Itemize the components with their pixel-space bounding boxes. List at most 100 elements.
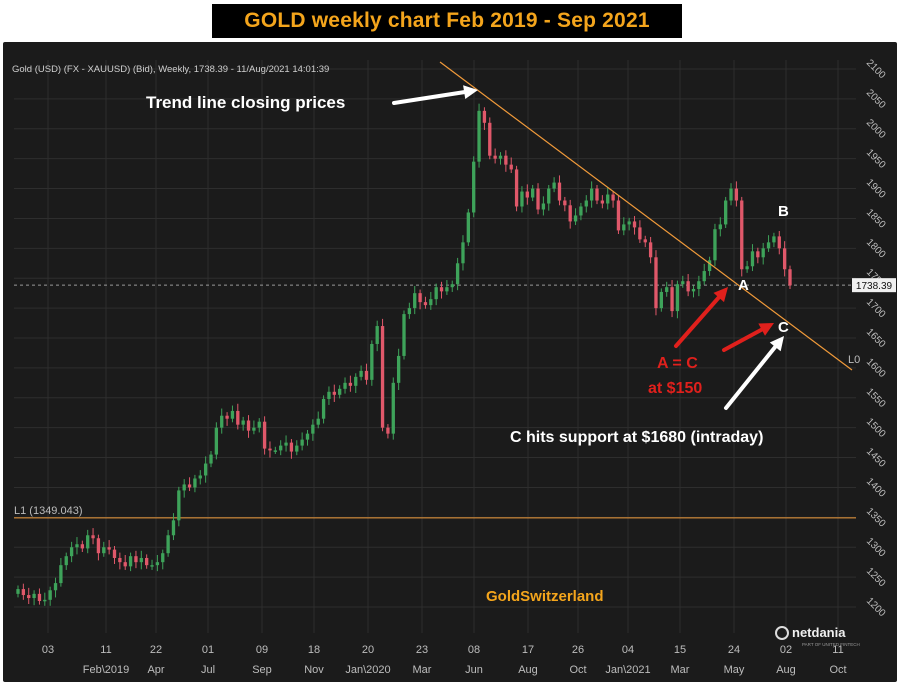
candle-body [579,206,583,216]
y-tick-label: 1950 [864,147,888,171]
candle-body [632,221,637,228]
candle-body [563,200,567,206]
y-tick-label: 1550 [864,386,888,410]
candle-body [118,557,122,563]
x-tick-month: Jan\2021 [605,664,650,676]
candle-body [595,188,599,201]
candle-body [327,391,331,399]
x-tick-month: Aug [518,664,538,676]
x-tick-day: 02 [780,644,792,656]
candle-body [681,281,685,285]
candle-body [536,188,540,210]
brand-tagline: PART OF UNITED FINTECH [802,642,860,647]
y-tick-label: 1300 [864,536,888,560]
support-line-label: L1 (1349.043) [14,505,83,517]
x-tick-month: Sep [252,664,272,676]
candle-body [638,227,642,240]
candle-body [600,200,605,204]
candle-body [354,376,358,386]
y-tick-label: 1250 [864,566,888,590]
candle-body [21,589,26,596]
candle-body [648,242,653,258]
candle-body [43,599,47,602]
trend-line-label: L0 [848,354,860,366]
candle-body [665,287,669,292]
candle-body [16,589,20,594]
x-tick-month: Jan\2020 [345,664,390,676]
x-tick-month: Oct [829,664,846,676]
y-tick-label: 1350 [864,506,888,530]
candle-body [155,562,160,566]
y-tick-label: 1200 [864,596,888,620]
candle-body [482,110,487,123]
candle-body [557,182,562,201]
candle-body [145,557,149,566]
candle-body [697,281,701,289]
candle-body [777,236,781,249]
trend-note-arrow-head [463,85,478,100]
candle-body [514,169,519,207]
candle-body [461,242,465,264]
candle-body [134,556,138,563]
candle-body [279,445,283,451]
y-tick-label: 2000 [864,117,888,141]
candle-body [359,370,363,377]
candle-body [348,382,353,386]
x-tick-day: 11 [832,644,843,656]
candle-body [573,215,578,222]
x-tick-month: Mar [413,664,432,676]
x-tick-day: 18 [308,644,320,656]
candle-body [69,547,74,557]
candle-body [750,251,755,267]
candle-body [37,593,42,602]
candle-body [434,287,438,300]
watermark: GoldSwitzerland [486,588,604,605]
candle-body [498,155,503,159]
candle-body [386,427,390,434]
x-tick-day: 17 [522,644,534,656]
candle-body [568,205,572,222]
candle-body [332,391,336,395]
trend-note-arrow [392,90,467,105]
c-support-note: C hits support at $1680 (intraday) [510,429,763,446]
candle-body [91,535,95,539]
x-tick-month: Jul [201,664,215,676]
y-tick-label: 1500 [864,416,888,440]
x-tick-month: Oct [569,664,586,676]
candle-body [616,200,621,231]
candle-body [262,421,267,449]
candle-body [691,288,696,292]
candle-body [166,535,170,554]
candle-body [209,454,213,464]
candle-body [643,239,647,243]
candle-body [622,224,626,231]
candle-body [96,538,101,554]
candle-body [702,271,706,282]
candle-body [177,490,181,521]
candle-body [589,188,594,201]
candle-body [27,595,31,599]
candle-body [766,242,771,249]
candle-body [300,439,304,446]
candle-body [509,164,513,170]
candle-body [472,161,476,213]
candle-body [80,544,84,549]
candle-body [128,556,133,567]
y-tick-label: 1900 [864,177,888,201]
candles [16,103,792,606]
candle-body [220,415,224,428]
arrow-to-a [674,295,721,348]
candle-body [788,269,792,286]
candle-body [450,284,454,288]
y-tick-label: 1600 [864,356,888,380]
candle-body [413,293,417,309]
candle-body [477,110,481,162]
candle-body [343,382,347,389]
x-tick-month: Aug [776,664,796,676]
candle-body [713,229,717,261]
candle-body [734,188,739,201]
candle-body [686,281,690,292]
candle-body [654,257,658,309]
candle-body [407,308,412,315]
